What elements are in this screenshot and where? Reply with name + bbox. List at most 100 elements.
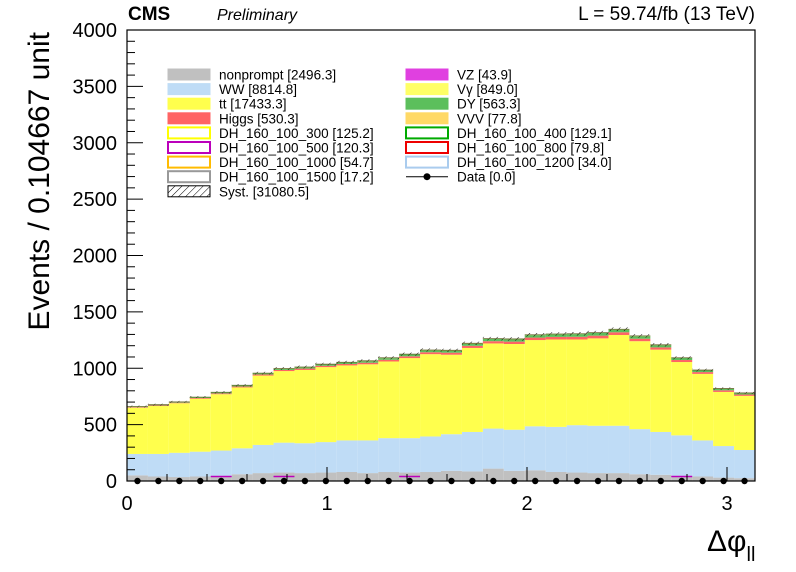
x-tick-label: 0: [121, 493, 132, 515]
x-tick-label: 1: [321, 493, 332, 515]
bar-tt-19: [524, 340, 546, 427]
bar-tt-29: [734, 395, 755, 450]
bar-higgs-20: [545, 336, 567, 340]
x-axis-label-sub: ll: [747, 544, 756, 566]
status-label: Preliminary: [217, 7, 298, 24]
bar-higgs-16: [461, 345, 483, 348]
bar-tt-6: [252, 375, 274, 445]
bar-higgs-9: [315, 365, 337, 368]
legend-label: DH_160_100_800 [79.8]: [457, 141, 604, 156]
bar-nonprompt-10: [336, 471, 358, 481]
bar-ww-5: [231, 448, 253, 475]
bar-tt-10: [336, 365, 358, 441]
legend-marker: [423, 173, 431, 181]
bar-higgs-4: [210, 393, 232, 395]
bar-ww-10: [336, 440, 358, 472]
legend-swatch: [405, 112, 449, 125]
bar-tt-16: [461, 347, 483, 432]
bar-tt-15: [441, 354, 462, 435]
legend-entry-left-4: DH_160_100_300 [125.2]: [167, 126, 374, 141]
legend-entry-right-1: Vγ [849.0]: [405, 82, 518, 97]
bar-higgs-7: [273, 369, 295, 372]
bar-higgs-23: [608, 332, 630, 335]
bar-higgs-21: [566, 336, 588, 340]
legend-label: VVV [77.8]: [457, 111, 522, 126]
bar-nonprompt-18: [503, 470, 525, 481]
legend-label: WW [8814.8]: [219, 82, 297, 97]
bar-higgs-28: [713, 390, 735, 392]
legend-swatch: [167, 126, 211, 140]
legend-entry-left-2: tt [17433.3]: [167, 97, 287, 112]
bar-nonprompt-24: [629, 474, 651, 481]
bar-nonprompt-19: [524, 470, 546, 481]
bar-higgs-0: [127, 407, 148, 408]
bar-nonprompt-5: [231, 474, 253, 481]
legend-entry-right-0: VZ [43.9]: [405, 68, 512, 83]
bar-tt-24: [629, 341, 651, 430]
bar-nonprompt-21: [566, 472, 588, 481]
x-axis-label-main: Δφ: [707, 525, 747, 558]
bar-tt-20: [545, 339, 567, 427]
bar-ww-15: [441, 434, 462, 471]
bar-nonprompt-14: [420, 471, 442, 481]
bar-tt-0: [127, 407, 148, 454]
bar-nonprompt-9: [315, 472, 337, 481]
y-tick-label: 0: [106, 471, 117, 493]
bar-ww-4: [210, 450, 232, 476]
bar-ww-3: [189, 451, 211, 477]
bar-ww-17: [482, 428, 504, 469]
bar-nonprompt-20: [545, 471, 567, 481]
y-tick-label: 1500: [73, 302, 118, 324]
bar-higgs-1: [147, 405, 169, 407]
bar-tt-4: [210, 394, 232, 451]
bar-tt-27: [692, 373, 714, 441]
legend-entry-left-6: DH_160_100_1000 [54.7]: [167, 155, 374, 170]
bar-nonprompt-12: [378, 471, 400, 481]
bar-nonprompt-6: [252, 473, 274, 481]
legend-entry-left-7: DH_160_100_1500 [17.2]: [167, 170, 374, 185]
bar-ww-23: [608, 425, 630, 474]
legend-swatch: [167, 112, 211, 125]
bar-nonprompt-17: [482, 468, 504, 481]
bar-tt-25: [650, 349, 672, 432]
bar-ww-25: [650, 431, 672, 475]
legend-entry-left-8: Syst. [31080.5]: [167, 184, 309, 199]
y-tick-label: 2000: [73, 246, 118, 268]
bar-ww-26: [671, 435, 693, 476]
bar-ww-20: [545, 426, 567, 472]
bar-higgs-27: [692, 372, 714, 374]
legend-swatch: [405, 97, 449, 110]
bar-higgs-2: [168, 402, 190, 404]
x-tick-label: 2: [521, 493, 532, 515]
bar-ww-18: [503, 429, 525, 471]
legend-entry-left-3: Higgs [530.3]: [167, 111, 299, 126]
bar-higgs-29: [734, 394, 755, 396]
legend-swatch: [405, 68, 449, 81]
bar-tt-23: [608, 334, 630, 426]
bar-higgs-12: [378, 359, 400, 362]
bar-higgs-18: [503, 341, 525, 345]
bar-tt-11: [357, 364, 379, 441]
bar-higgs-3: [189, 398, 211, 399]
bar-ww-2: [168, 452, 190, 478]
legend-label: Higgs [530.3]: [219, 111, 299, 126]
bar-higgs-25: [650, 347, 672, 350]
legend-entry-left-0: nonprompt [2496.3]: [167, 68, 336, 83]
bar-ww-11: [357, 440, 379, 474]
bar-ww-0: [127, 453, 148, 476]
bar-ww-28: [713, 446, 735, 478]
legend-swatch: [167, 68, 211, 81]
bar-nonprompt-8: [294, 473, 316, 481]
bar-higgs-5: [231, 386, 253, 388]
bar-ww-24: [629, 429, 651, 475]
legend-label: DH_160_100_400 [129.1]: [457, 126, 612, 141]
legend-label: DH_160_100_1500 [17.2]: [219, 170, 374, 185]
legend-entry-right-4: DH_160_100_400 [129.1]: [405, 126, 612, 141]
bar-tt-18: [503, 344, 525, 430]
bar-tt-13: [399, 358, 421, 439]
bar-tt-28: [713, 391, 735, 447]
bar-nonprompt-11: [357, 473, 379, 481]
legend: nonprompt [2496.3]WW [8814.8]tt [17433.3…: [167, 68, 612, 199]
bar-ww-27: [692, 440, 714, 477]
